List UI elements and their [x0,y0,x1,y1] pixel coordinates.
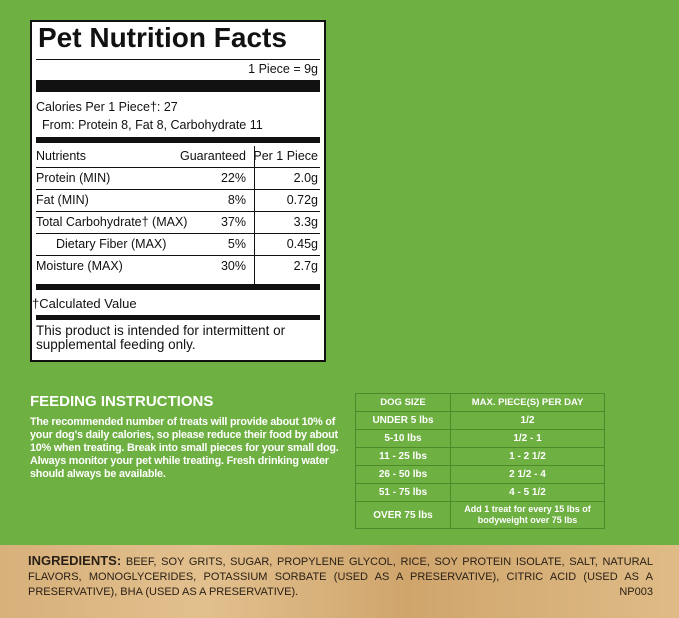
row-line [36,233,320,234]
table-cell: 1/2 [450,411,605,430]
nutrient-name: Fat (MIN) [36,193,89,207]
table-row: OVER 75 lbs Add 1 treat for every 15 lbs … [355,501,605,529]
table-cell: 51 - 75 lbs [355,483,451,502]
row-line [36,255,320,256]
feeding-note: This product is intended for intermitten… [36,323,286,352]
calories-from: From: Protein 8, Fat 8, Carbohydrate 11 [42,118,263,132]
table-row: 5-10 lbs 1/2 - 1 [355,429,605,448]
table-cell: 26 - 50 lbs [355,465,451,484]
header-cell: MAX. PIECE(S) PER DAY [450,393,605,412]
table-cell: 1 - 2 1/2 [450,447,605,466]
nutrient-name: Total Carbohydrate† (MAX) [36,215,188,229]
table-cell: OVER 75 lbs [355,501,451,529]
guaranteed-value: 22% [220,171,246,185]
nutrient-name: Protein (MIN) [36,171,111,185]
per-piece-value: 3.3g [293,215,318,229]
row-line [36,211,320,212]
table-cell: Add 1 treat for every 15 lbs of bodyweig… [450,501,605,529]
guaranteed-value: 5% [227,237,246,251]
table-cell: 2 1/2 - 4 [450,465,605,484]
ingredients-text: BEEF, SOY GRITS, SUGAR, PROPYLENE GLYCOL… [28,556,653,598]
serving-size: 1 Piece = 9g [248,62,318,76]
table-cell: 5-10 lbs [355,429,451,448]
guaranteed-value: 8% [227,193,246,207]
table-row: 11 - 25 lbs 1 - 2 1/2 [355,447,605,466]
nutrition-panel: Pet Nutrition Facts 1 Piece = 9g Calorie… [30,20,326,362]
table-row: 26 - 50 lbs 2 1/2 - 4 [355,465,605,484]
row-line [36,167,320,168]
table-cell: UNDER 5 lbs [355,411,451,430]
ingredients: INGREDIENTS: BEEF, SOY GRITS, SUGAR, PRO… [0,545,679,618]
footnote: †Calculated Value [32,296,137,311]
per-piece-value: 0.45g [286,237,318,251]
table-header: DOG SIZE MAX. PIECE(S) PER DAY [355,393,605,412]
table-cell: 1/2 - 1 [450,429,605,448]
nutrient-name: Moisture (MAX) [36,259,123,273]
header-cell: DOG SIZE [355,393,451,412]
nutrition-title: Pet Nutrition Facts [38,22,287,53]
product-code: NP003 [619,586,653,598]
per-piece-value: 0.72g [286,193,318,207]
feeding-instructions: FEEDING INSTRUCTIONS The recommended num… [30,393,348,481]
guaranteed-value: 30% [220,259,246,273]
row-line [36,189,320,190]
per-piece-value: 2.7g [293,259,318,273]
dosage-table: DOG SIZE MAX. PIECE(S) PER DAY UNDER 5 lbs… [355,393,605,529]
header-guaranteed: Guaranteed [179,149,246,163]
ingredients-label: INGREDIENTS: [28,553,122,568]
table-row: UNDER 5 lbs 1/2 [355,411,605,430]
guaranteed-value: 37% [220,215,246,229]
table-row: 51 - 75 lbs 4 - 5 1/2 [355,483,605,502]
nutrient-name: Dietary Fiber (MAX) [56,237,167,251]
calories: Calories Per 1 Piece†: 27 [36,100,178,114]
feeding-title: FEEDING INSTRUCTIONS [30,393,214,410]
feeding-text: The recommended number of treats will pr… [30,416,339,480]
table-cell: 4 - 5 1/2 [450,483,605,502]
header-nutrients: Nutrients [36,149,87,163]
table-cell: 11 - 25 lbs [355,447,451,466]
header-per-piece: Per 1 Piece [253,149,318,163]
per-piece-value: 2.0g [293,171,318,185]
